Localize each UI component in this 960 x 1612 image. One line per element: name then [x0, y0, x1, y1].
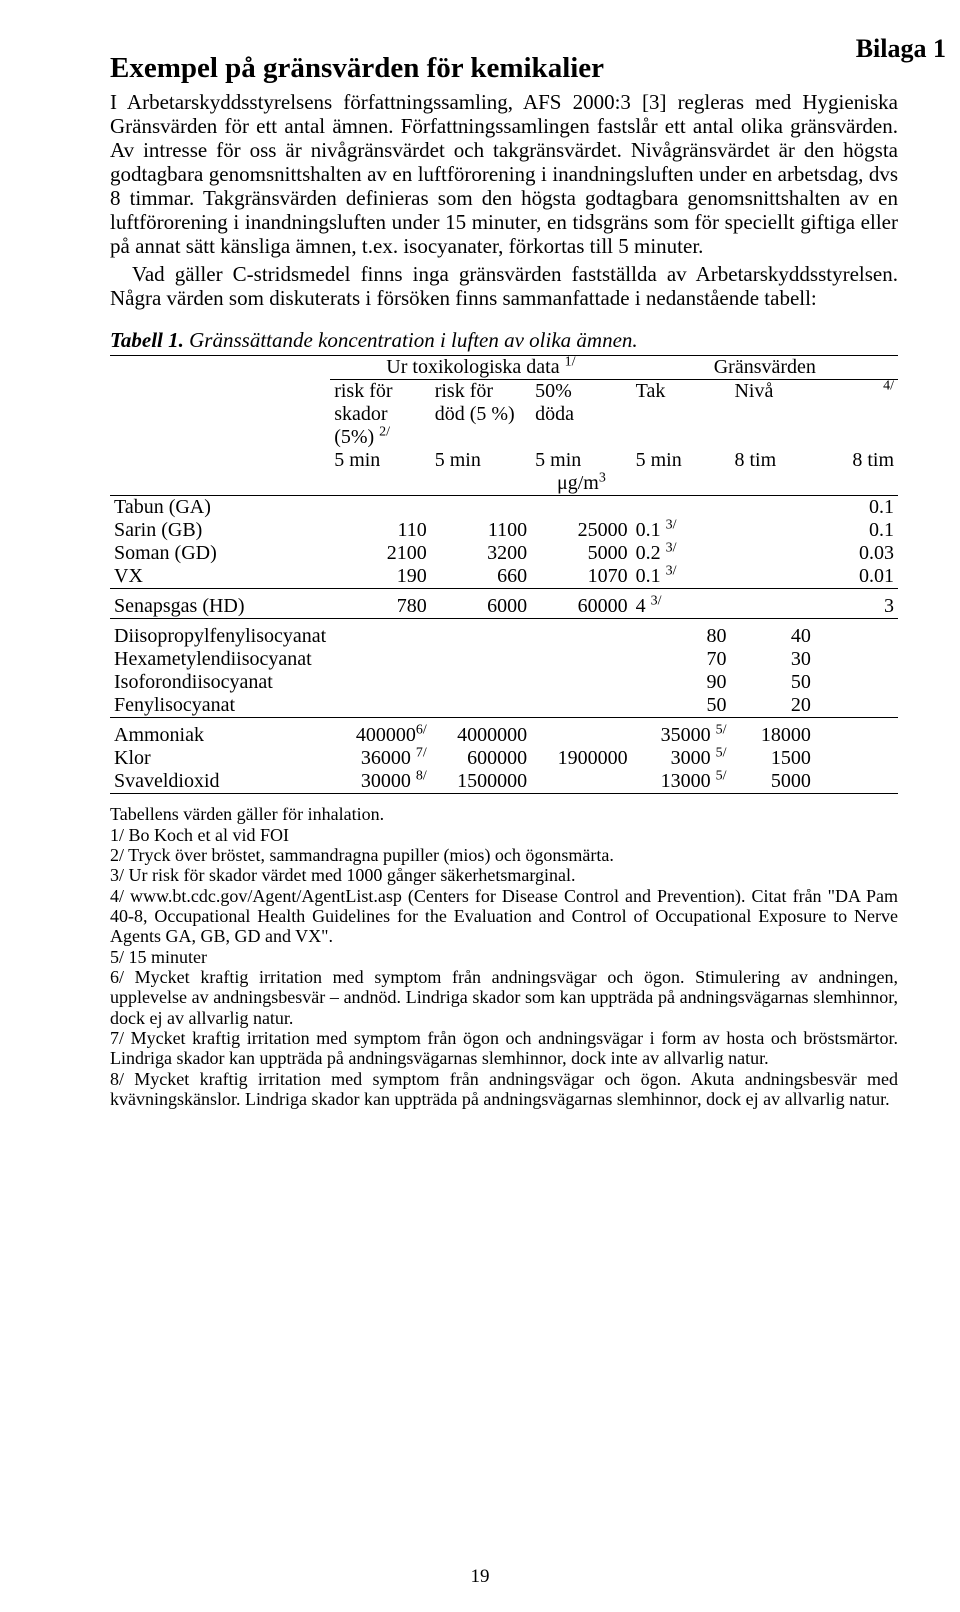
header-row-3: (5%) 2/ — [110, 426, 898, 449]
page-number: 19 — [0, 1566, 960, 1588]
table-row: Hexametylendiisocyanat 70 30 — [110, 648, 898, 671]
header-time-row: 5 min 5 min 5 min 5 min 8 tim 8 tim — [110, 449, 898, 472]
col-niva-sup: 4/ — [815, 380, 898, 404]
header-group-limits: Gränsvärden — [632, 356, 898, 380]
table-row: Sarin (GB) 110 1100 25000 0.1 3/ 0.1 — [110, 519, 898, 542]
header-group-tox: Ur toxikologiska data 1/ — [330, 356, 631, 380]
table-row: Soman (GD) 2100 3200 5000 0.2 3/ 0.03 — [110, 542, 898, 565]
footnote: 5/ 15 minuter — [110, 947, 898, 967]
footnote: 8/ Mycket kraftig irritation med symptom… — [110, 1069, 898, 1110]
paragraph-2: Vad gäller C-stridsmedel finns inga grän… — [110, 263, 898, 311]
appendix-label: Bilaga 1 — [856, 34, 946, 64]
col-risk-damage: risk för — [330, 380, 431, 404]
col-50-dead: 50% — [531, 380, 631, 404]
col-risk-death: risk för — [431, 380, 531, 404]
footnote: 7/ Mycket kraftig irritation med symptom… — [110, 1028, 898, 1069]
footnote: 2/ Tryck över bröstet, sammandragna pupi… — [110, 845, 898, 865]
table-row: Ammoniak 4000006/ 4000000 35000 5/ 18000 — [110, 724, 898, 747]
header-row-2: skador död (5 %) döda — [110, 403, 898, 426]
page-title: Exempel på gränsvärden för kemikalier — [110, 52, 898, 85]
header-unit-row: μg/m3 — [110, 472, 898, 496]
footnote: 4/ www.bt.cdc.gov/Agent/AgentList.asp (C… — [110, 886, 898, 947]
header-row-1: risk för risk för 50% Tak Nivå 4/ — [110, 380, 898, 404]
table-row: Senapsgas (HD) 780 6000 60000 4 3/ 3 — [110, 595, 898, 619]
col-niva: Nivå — [730, 380, 814, 404]
footnotes: Tabellens värden gäller för inhalation. … — [110, 804, 898, 1109]
col-tak: Tak — [632, 380, 731, 404]
table-row: Diisopropylfenylisocyanat 80 40 — [110, 625, 898, 648]
table-row: Tabun (GA) 0.1 — [110, 496, 898, 520]
table-row: VX 190 660 1070 0.1 3/ 0.01 — [110, 565, 898, 589]
data-table: Ur toxikologiska data 1/ Gränsvärden ris… — [110, 355, 898, 794]
table-row: Fenylisocyanat 50 20 — [110, 694, 898, 718]
footnote: 6/ Mycket kraftig irritation med symptom… — [110, 967, 898, 1028]
footnote: Tabellens värden gäller för inhalation. — [110, 804, 898, 824]
table-row: Klor 36000 7/ 600000 1900000 3000 5/ 150… — [110, 747, 898, 770]
footnote: 1/ Bo Koch et al vid FOI — [110, 825, 898, 845]
table-label: Tabell 1. — [110, 328, 184, 352]
footnote: 3/ Ur risk för skador värdet med 1000 gå… — [110, 865, 898, 885]
table-row: Isoforondiisocyanat 90 50 — [110, 671, 898, 694]
paragraph-1: I Arbetarskyddsstyrelsens författningssa… — [110, 91, 898, 259]
header-group-row: Ur toxikologiska data 1/ Gränsvärden — [110, 356, 898, 380]
table-caption: Tabell 1. Gränssättande koncentration i … — [110, 328, 898, 353]
table-caption-text: Gränssättande koncentration i luften av … — [184, 328, 638, 352]
table-row: Svaveldioxid 30000 8/ 1500000 13000 5/ 5… — [110, 770, 898, 794]
